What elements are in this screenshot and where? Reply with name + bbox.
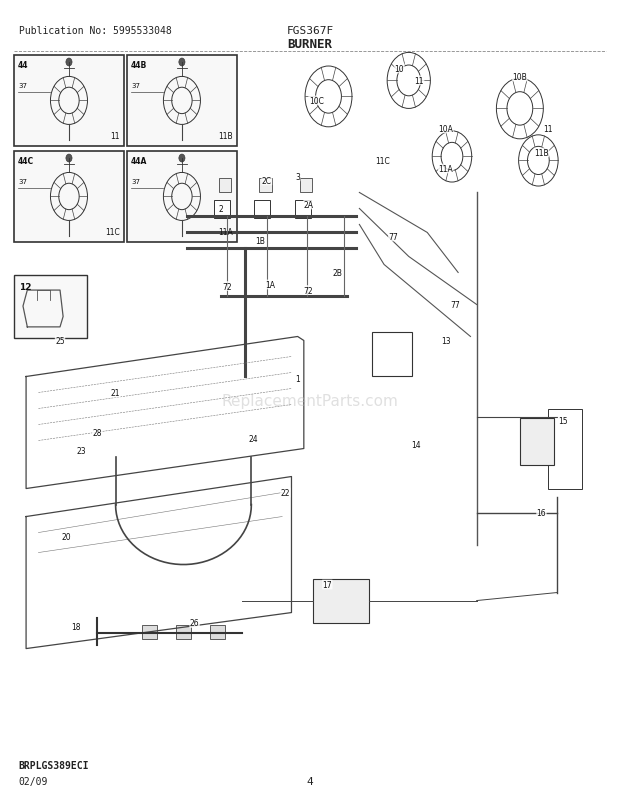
Text: 17: 17 [322, 581, 332, 589]
Text: 28: 28 [92, 428, 102, 437]
Text: 15: 15 [558, 416, 568, 426]
Bar [259, 179, 272, 193]
Text: 77: 77 [450, 301, 460, 310]
Text: 22: 22 [281, 488, 290, 497]
FancyBboxPatch shape [126, 55, 237, 147]
Text: 2: 2 [218, 205, 223, 213]
Circle shape [66, 155, 72, 163]
Text: 11A: 11A [438, 164, 453, 174]
Text: 16: 16 [537, 508, 546, 517]
Bar [142, 625, 157, 639]
Text: 2C: 2C [262, 176, 272, 186]
FancyBboxPatch shape [14, 152, 124, 243]
Bar [372, 333, 412, 377]
Text: 10C: 10C [309, 97, 324, 106]
Bar [254, 201, 270, 219]
Text: 10B: 10B [513, 73, 527, 82]
Text: 11: 11 [110, 132, 120, 141]
Text: 37: 37 [18, 83, 27, 89]
Text: 21: 21 [111, 388, 120, 398]
Bar [215, 201, 231, 219]
Text: BRPLGS389ECI: BRPLGS389ECI [19, 760, 89, 770]
Text: 3: 3 [295, 172, 300, 182]
Text: 11: 11 [415, 77, 424, 86]
Bar [294, 201, 311, 219]
Text: 2A: 2A [304, 200, 314, 209]
Text: 1B: 1B [255, 237, 265, 245]
Text: 11: 11 [543, 125, 552, 134]
Text: BURNER: BURNER [288, 38, 332, 51]
Text: 1A: 1A [265, 281, 275, 290]
Bar [313, 579, 369, 623]
Text: 37: 37 [131, 83, 140, 89]
Text: 13: 13 [441, 337, 451, 346]
Text: 1: 1 [295, 374, 300, 383]
Text: Publication No: 5995533048: Publication No: 5995533048 [19, 26, 171, 35]
Text: FGS367F: FGS367F [286, 26, 334, 35]
Bar [300, 179, 312, 193]
Text: 14: 14 [411, 440, 421, 449]
Text: 44A: 44A [131, 157, 148, 166]
Text: 44: 44 [18, 61, 29, 71]
Bar [176, 625, 191, 639]
Text: 11B: 11B [534, 148, 549, 158]
Circle shape [179, 155, 185, 163]
FancyBboxPatch shape [126, 152, 237, 243]
Text: 18: 18 [71, 622, 80, 631]
Text: 20: 20 [61, 533, 71, 541]
Text: 4: 4 [307, 776, 313, 786]
Text: 25: 25 [55, 337, 65, 346]
FancyBboxPatch shape [14, 55, 124, 147]
Text: 10A: 10A [438, 125, 453, 134]
Text: 72: 72 [303, 286, 313, 295]
Circle shape [66, 59, 72, 67]
Text: 37: 37 [18, 179, 27, 185]
Bar [219, 179, 231, 193]
Text: 11B: 11B [218, 132, 233, 141]
Text: 72: 72 [223, 282, 232, 291]
Text: 77: 77 [389, 233, 398, 241]
Text: 10: 10 [395, 65, 404, 74]
FancyBboxPatch shape [14, 276, 87, 338]
Text: 44C: 44C [18, 157, 34, 166]
Text: 02/09: 02/09 [19, 776, 48, 786]
Text: 11C: 11C [375, 156, 389, 166]
Text: 11C: 11C [105, 229, 120, 237]
Text: 11A: 11A [218, 229, 233, 237]
Text: 23: 23 [77, 447, 86, 456]
Bar [210, 625, 225, 639]
Text: 44B: 44B [131, 61, 148, 71]
Text: 12: 12 [19, 283, 31, 292]
Text: 2B: 2B [333, 269, 343, 277]
Bar [520, 419, 554, 465]
Bar [547, 409, 582, 489]
Circle shape [179, 59, 185, 67]
Text: 24: 24 [249, 434, 258, 443]
Text: ReplacementParts.com: ReplacementParts.com [221, 394, 399, 408]
Text: 26: 26 [190, 618, 200, 628]
Text: 37: 37 [131, 179, 140, 185]
